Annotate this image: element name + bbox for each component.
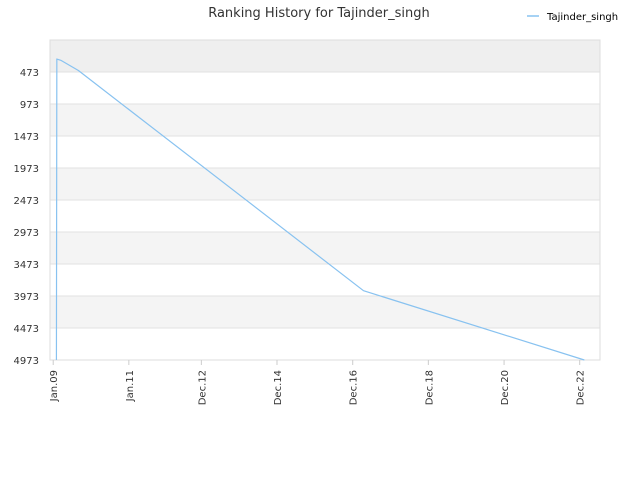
plot-background-bands	[50, 40, 600, 360]
chart-title: Ranking History for Tajinder_singh	[208, 6, 430, 21]
y-tick-label: 3973	[14, 292, 39, 303]
y-tick-label: 1973	[14, 164, 39, 175]
legend-label-tajinder-singh: Tajinder_singh	[546, 12, 618, 23]
series-line-tajinder-singh	[55, 58, 585, 361]
plot-band	[50, 200, 600, 232]
x-tick-label: Jan.11	[125, 370, 136, 402]
x-tick-label: Dec.12	[197, 370, 208, 405]
y-tick-label: 3473	[14, 260, 39, 271]
y-tick-label: 473	[20, 68, 39, 79]
y-tick-label: 973	[20, 100, 39, 111]
plot-band	[50, 296, 600, 328]
plot-band	[50, 328, 600, 360]
plot-band	[50, 72, 600, 104]
y-tick-label: 2973	[14, 228, 39, 239]
x-tick-label: Dec.22	[576, 370, 587, 405]
plot-band	[50, 136, 600, 168]
x-tick-label: Jan.09	[49, 370, 60, 402]
legend[interactable]: Tajinder_singh	[527, 12, 618, 23]
x-axis-ticks: Jan.09 Jan.11 Dec.12 Dec.14 Dec.16 Dec.18 Dec.…	[49, 360, 587, 405]
x-tick-label: Dec.16	[349, 370, 360, 405]
y-tick-label: 2473	[14, 196, 39, 207]
plot-band	[50, 40, 600, 72]
y-axis-ticks: 473 973 1473 1973 2473 2973 3473 3973 4473 4973	[14, 68, 39, 367]
x-tick-label: Dec.14	[273, 370, 284, 405]
x-tick-label: Dec.20	[500, 370, 511, 405]
y-tick-label: 4973	[14, 356, 39, 367]
plot-band	[50, 232, 600, 264]
series-layer	[55, 58, 585, 361]
y-tick-label: 4473	[14, 324, 39, 335]
x-tick-label: Dec.18	[424, 370, 435, 405]
plot-band	[50, 104, 600, 136]
plot-frame	[49, 39, 601, 361]
plot-band	[50, 264, 600, 296]
y-tick-label: 1473	[14, 132, 39, 143]
plot-band	[50, 168, 600, 200]
